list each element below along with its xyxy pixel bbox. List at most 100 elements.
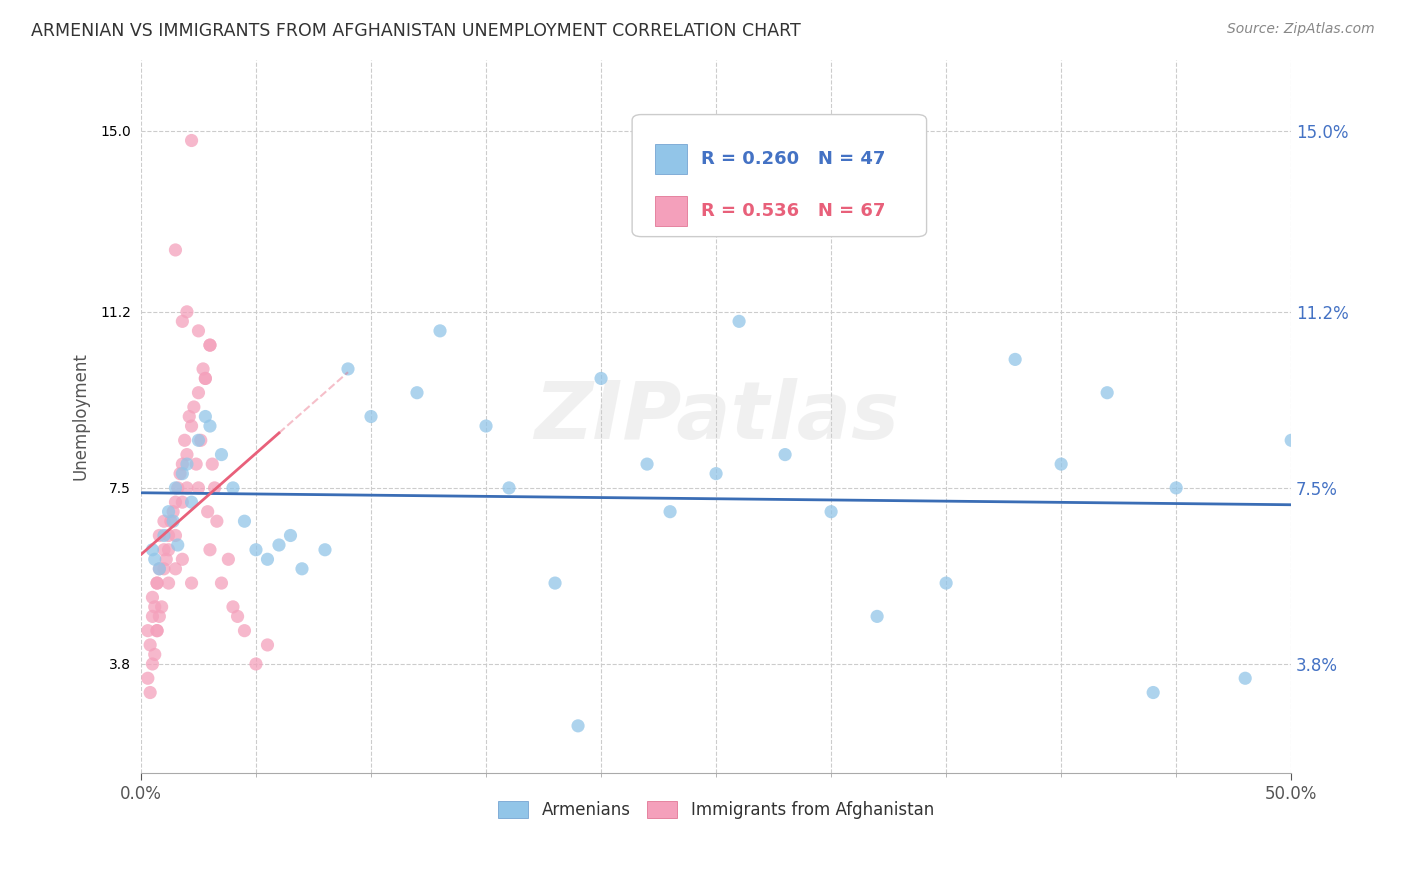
Point: [172, 552, 194, 566]
Point: [176, 448, 198, 462]
Point: [187, 324, 209, 338]
Point: [153, 528, 176, 542]
Point: [143, 599, 166, 614]
Point: [191, 362, 214, 376]
Point: [201, 457, 224, 471]
Point: [198, 338, 221, 352]
Point: [176, 457, 198, 471]
Point: [226, 609, 249, 624]
Point: [233, 514, 256, 528]
Point: [267, 538, 290, 552]
Text: R = 0.260   N = 47: R = 0.260 N = 47: [702, 150, 886, 168]
Point: [146, 624, 169, 638]
Point: [211, 448, 233, 462]
Point: [406, 385, 429, 400]
Point: [146, 576, 169, 591]
Point: [1095, 385, 1118, 400]
Point: [190, 434, 212, 448]
Point: [169, 467, 191, 481]
Point: [187, 434, 209, 448]
Point: [146, 624, 169, 638]
Point: [256, 638, 278, 652]
Point: [157, 576, 180, 591]
Point: [360, 409, 382, 424]
Text: Source: ZipAtlas.com: Source: ZipAtlas.com: [1227, 22, 1375, 37]
Point: [157, 505, 180, 519]
Point: [166, 481, 188, 495]
Point: [148, 562, 170, 576]
Point: [194, 371, 217, 385]
Point: [198, 542, 221, 557]
Point: [256, 552, 278, 566]
Point: [1004, 352, 1026, 367]
Point: [194, 371, 217, 385]
FancyBboxPatch shape: [655, 144, 688, 174]
FancyBboxPatch shape: [655, 196, 688, 226]
Point: [1279, 434, 1302, 448]
Point: [1142, 685, 1164, 699]
Point: [157, 542, 180, 557]
Point: [153, 514, 176, 528]
Point: [141, 609, 163, 624]
Point: [204, 481, 226, 495]
Point: [155, 552, 177, 566]
Point: [198, 338, 221, 352]
Point: [143, 648, 166, 662]
Point: [1234, 671, 1257, 685]
Point: [820, 505, 842, 519]
Point: [160, 514, 183, 528]
Point: [222, 599, 245, 614]
Point: [567, 719, 589, 733]
Point: [205, 514, 228, 528]
Point: [866, 609, 889, 624]
Point: [162, 505, 184, 519]
Point: [165, 481, 187, 495]
Point: [180, 419, 202, 434]
Point: [141, 542, 163, 557]
Point: [165, 243, 187, 257]
Legend: Armenians, Immigrants from Afghanistan: Armenians, Immigrants from Afghanistan: [492, 794, 941, 826]
Point: [187, 481, 209, 495]
Point: [197, 505, 219, 519]
Point: [704, 467, 727, 481]
Point: [166, 538, 188, 552]
Point: [180, 134, 202, 148]
Point: [544, 576, 567, 591]
Point: [150, 599, 173, 614]
FancyBboxPatch shape: [633, 114, 927, 236]
Point: [314, 542, 336, 557]
Point: [172, 495, 194, 509]
Text: R = 0.536   N = 67: R = 0.536 N = 67: [702, 202, 886, 220]
Point: [165, 528, 187, 542]
Point: [153, 542, 176, 557]
Point: [183, 400, 205, 414]
Point: [429, 324, 451, 338]
Point: [337, 362, 360, 376]
Point: [141, 591, 163, 605]
Point: [187, 385, 209, 400]
Point: [146, 576, 169, 591]
Point: [291, 562, 314, 576]
Point: [148, 562, 170, 576]
Point: [165, 562, 187, 576]
Point: [728, 314, 751, 328]
Point: [217, 552, 239, 566]
Point: [1166, 481, 1188, 495]
Point: [136, 624, 159, 638]
Point: [172, 457, 194, 471]
Point: [139, 685, 162, 699]
Point: [179, 409, 201, 424]
Text: ARMENIAN VS IMMIGRANTS FROM AFGHANISTAN UNEMPLOYMENT CORRELATION CHART: ARMENIAN VS IMMIGRANTS FROM AFGHANISTAN …: [31, 22, 800, 40]
Point: [157, 528, 180, 542]
Point: [198, 419, 221, 434]
Point: [173, 434, 195, 448]
Point: [148, 528, 170, 542]
Point: [176, 481, 198, 495]
Point: [636, 457, 658, 471]
Point: [172, 467, 194, 481]
Point: [180, 576, 202, 591]
Point: [176, 305, 198, 319]
Point: [136, 671, 159, 685]
Point: [280, 528, 302, 542]
Point: [773, 448, 796, 462]
